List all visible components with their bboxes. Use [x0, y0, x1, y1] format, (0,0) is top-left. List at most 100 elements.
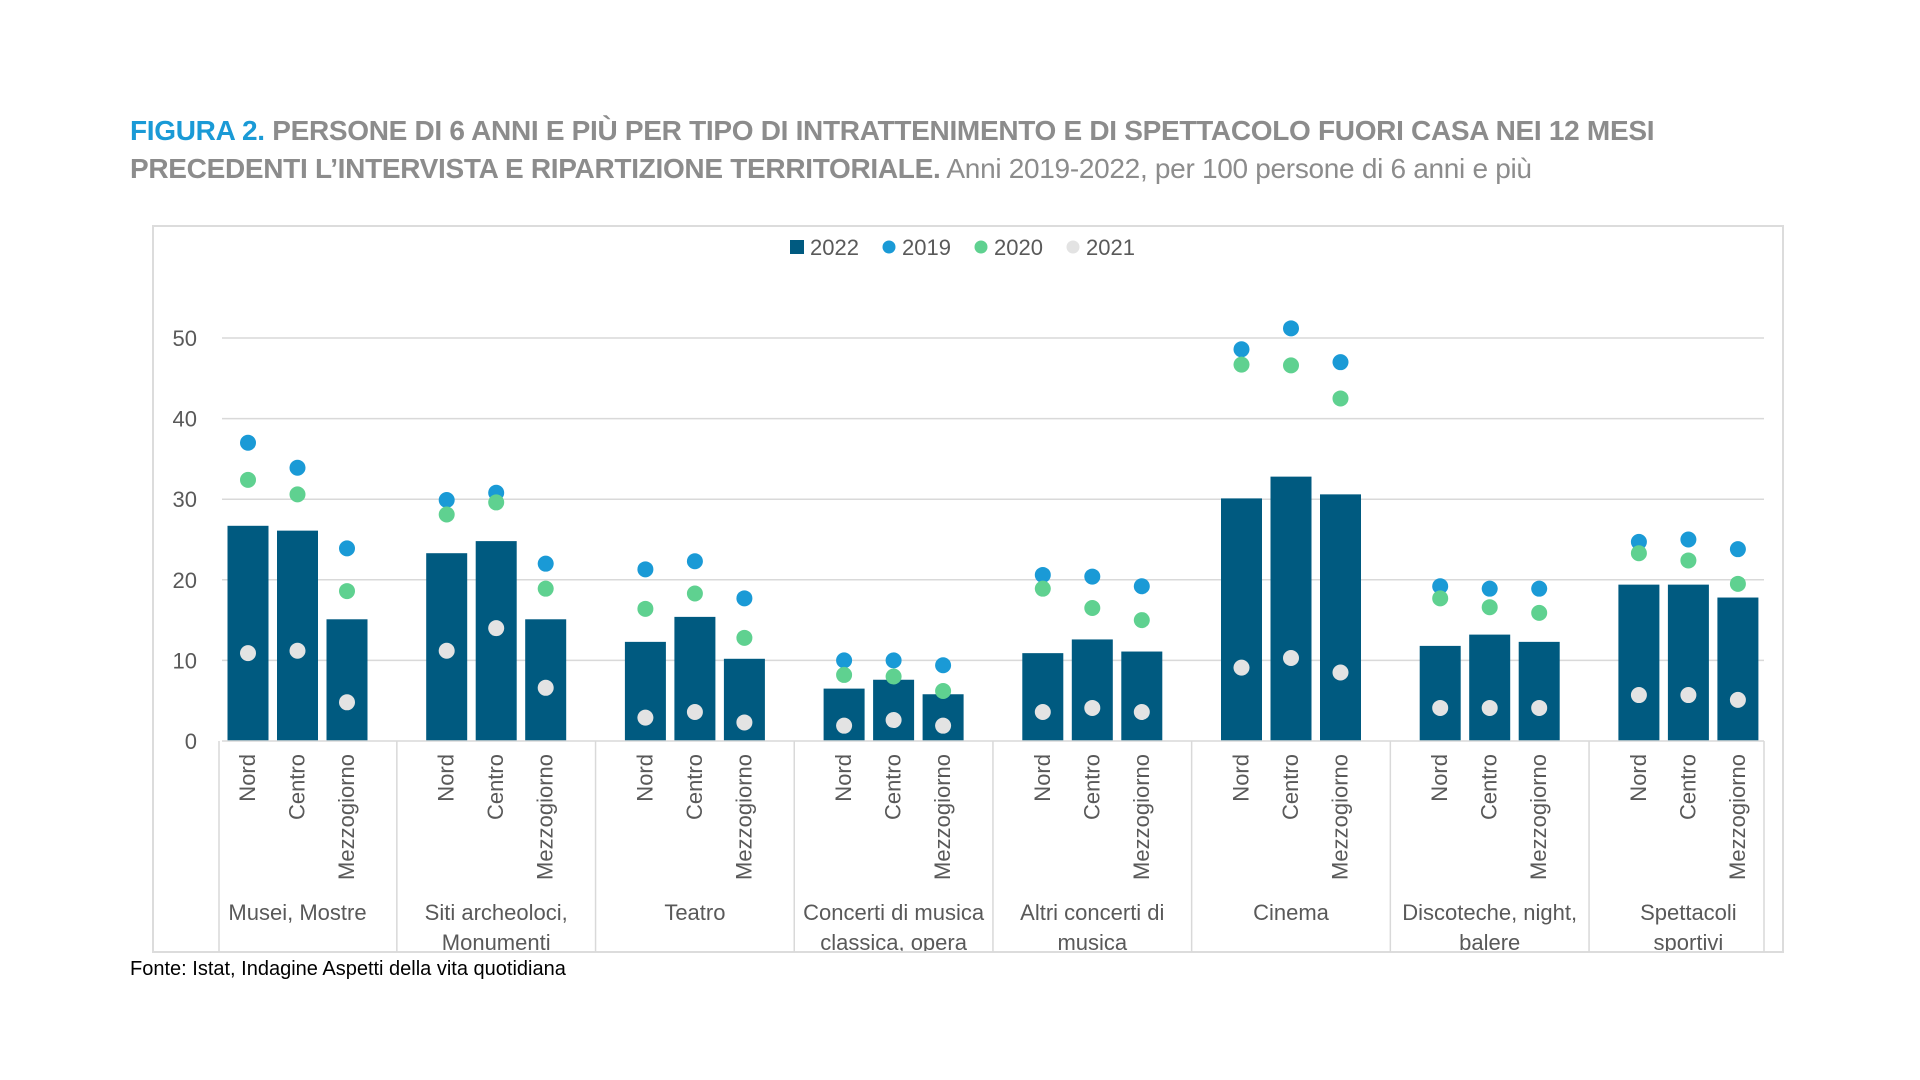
- figure-heading: PERSONE DI 6 ANNI E PIÙ PER TIPO DI INTR…: [130, 115, 1655, 184]
- bar-2022: [1022, 653, 1064, 741]
- dot-series-2021: [240, 620, 1746, 734]
- dot-2021: [1332, 664, 1349, 681]
- dot-2021: [1233, 659, 1250, 676]
- dot-2019: [1680, 531, 1697, 548]
- dot-2019: [885, 652, 902, 669]
- region-label: Mezzogiorno: [1725, 754, 1750, 880]
- legend-label: 2021: [1086, 235, 1135, 260]
- dot-2021: [339, 694, 355, 711]
- bar-2022: [1071, 639, 1113, 741]
- legend-swatch-dot: [974, 240, 988, 254]
- region-label: Nord: [831, 754, 856, 802]
- group-label: classica, opera: [820, 930, 968, 955]
- group-label: Monumenti: [442, 930, 551, 955]
- region-label: Nord: [1030, 754, 1055, 802]
- group-label: Siti archeoloci,: [425, 900, 568, 925]
- dot-2020: [1233, 356, 1250, 373]
- dot-2019: [240, 434, 256, 451]
- dot-2021: [1432, 699, 1449, 716]
- bar-2022: [1518, 641, 1560, 741]
- dot-2019: [935, 657, 952, 674]
- dot-2020: [1481, 599, 1498, 616]
- dot-2020: [240, 471, 256, 488]
- group-label: sportivi: [1654, 930, 1724, 955]
- dot-series-2020: [240, 356, 1746, 700]
- dot-2020: [1133, 612, 1150, 629]
- bar-2022: [1419, 645, 1461, 741]
- y-tick-label: 20: [173, 568, 197, 593]
- dot-2020: [935, 683, 952, 700]
- dot-2020: [1084, 600, 1101, 617]
- dot-2019: [836, 652, 853, 669]
- dot-2019: [1233, 341, 1250, 358]
- region-label: Centro: [881, 754, 906, 820]
- legend-swatch-dot: [882, 240, 896, 254]
- y-tick-label: 50: [173, 326, 197, 351]
- region-label: Centro: [1477, 754, 1502, 820]
- legend-label: 2019: [902, 235, 951, 260]
- region-label: Nord: [235, 754, 260, 802]
- group-label: musica: [1057, 930, 1127, 955]
- dot-2021: [488, 620, 505, 637]
- region-label: Mezzogiorno: [533, 754, 558, 880]
- dot-2021: [1283, 649, 1299, 666]
- bar-2022: [1221, 498, 1262, 741]
- legend-label: 2020: [994, 235, 1043, 260]
- group-label: Cinema: [1253, 900, 1330, 925]
- region-label: Nord: [1427, 754, 1452, 802]
- region-label: Mezzogiorno: [1328, 754, 1353, 880]
- dot-2019: [736, 590, 753, 607]
- figure-subtitle: Anni 2019-2022, per 100 persone di 6 ann…: [946, 153, 1532, 184]
- dot-2020: [1729, 575, 1746, 592]
- bar-2022: [1121, 651, 1163, 741]
- dot-2019: [289, 459, 306, 476]
- dot-2021: [885, 712, 902, 729]
- dot-2019: [1531, 580, 1548, 597]
- bar-2022: [1270, 476, 1312, 741]
- dot-2019: [1729, 541, 1746, 558]
- dot-2020: [289, 486, 306, 503]
- dot-2019: [686, 553, 703, 570]
- bar-2022: [1320, 494, 1361, 741]
- group-label: Spettacoli: [1640, 900, 1737, 925]
- dot-2021: [1481, 699, 1498, 716]
- bar-2022: [674, 616, 716, 741]
- region-label: Nord: [434, 754, 459, 802]
- dot-2020: [1630, 545, 1647, 562]
- group-labels: Musei, Mostre Siti archeoloci, Monumenti Te…: [228, 900, 1737, 955]
- dot-2020: [438, 506, 455, 523]
- source-note: Fonte: Istat, Indagine Aspetti della vit…: [130, 958, 566, 980]
- dot-2020: [1432, 590, 1449, 607]
- dot-2020: [1283, 357, 1299, 374]
- dot-2020: [339, 583, 355, 600]
- dot-2021: [1084, 699, 1101, 716]
- dot-2021: [537, 679, 554, 696]
- dot-2019: [339, 540, 355, 557]
- dot-2020: [836, 666, 853, 683]
- region-label: Mezzogiorno: [334, 754, 359, 880]
- bar-2022: [1469, 634, 1511, 741]
- dot-2021: [836, 717, 853, 734]
- group-label: Musei, Mostre: [228, 900, 366, 925]
- dot-2019: [1432, 578, 1449, 595]
- dot-2019: [1630, 533, 1647, 550]
- dot-2021: [637, 709, 654, 726]
- region-label: Centro: [1675, 754, 1700, 820]
- y-tick-label: 30: [173, 487, 197, 512]
- y-tick-label: 10: [173, 648, 197, 673]
- dot-2020: [1680, 552, 1697, 569]
- region-label: Centro: [682, 754, 707, 820]
- group-label: balere: [1459, 930, 1520, 955]
- group-label: Concerti di musica: [803, 900, 985, 925]
- legend-swatch-bar: [790, 240, 804, 254]
- region-label: Centro: [483, 754, 508, 820]
- bar-2022: [1667, 584, 1709, 741]
- region-label: Nord: [1229, 754, 1254, 802]
- dot-2021: [1531, 699, 1548, 716]
- dot-2019: [1481, 580, 1498, 597]
- bar-2022: [1717, 597, 1759, 741]
- dot-2020: [537, 580, 554, 597]
- y-tick-label: 0: [185, 729, 197, 754]
- region-label: Centro: [1278, 754, 1303, 820]
- region-label: Mezzogiorno: [930, 754, 955, 880]
